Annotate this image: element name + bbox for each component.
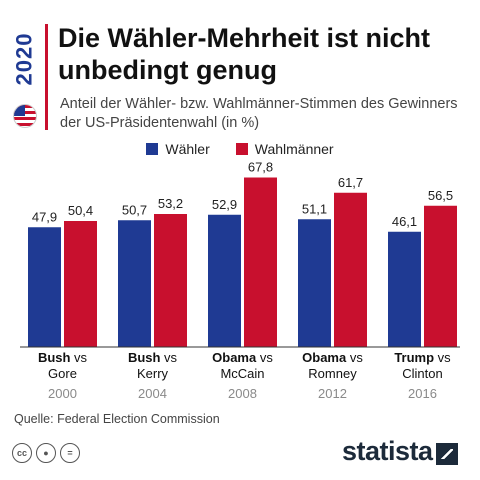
vs-word: vs — [346, 350, 363, 365]
category-label-line1: Obama vs — [212, 350, 273, 365]
vs-word: vs — [70, 350, 87, 365]
year-label: 2004 — [138, 386, 167, 401]
bar-wahlmaenner-2000 — [64, 221, 97, 347]
data-label: 53,2 — [158, 196, 183, 211]
winner-name: Trump — [394, 350, 434, 365]
data-label: 67,8 — [248, 160, 273, 175]
bar-waehler-2008 — [208, 214, 241, 347]
legend: Wähler Wahlmänner — [0, 141, 480, 157]
bar-waehler-2012 — [298, 219, 331, 347]
license-icons: cc ● = — [12, 443, 80, 463]
year-label: 2012 — [318, 386, 347, 401]
loser-name: Clinton — [402, 366, 442, 381]
data-label: 56,5 — [428, 188, 453, 203]
bar-wahlmaenner-2012 — [334, 192, 367, 347]
data-label: 47,9 — [32, 209, 57, 224]
data-label: 46,1 — [392, 214, 417, 229]
year-label: 2016 — [408, 386, 437, 401]
data-label: 50,4 — [68, 203, 93, 218]
loser-name: Romney — [308, 366, 357, 381]
winner-name: Obama — [302, 350, 347, 365]
category-label-line1: Obama vs — [302, 350, 363, 365]
winner-name: Bush — [38, 350, 71, 365]
winner-name: Obama — [212, 350, 257, 365]
vs-word: vs — [256, 350, 273, 365]
side-year-text: 2020 — [11, 32, 37, 86]
statista-logo-icon — [435, 442, 458, 465]
legend-label-waehler: Wähler — [165, 141, 210, 157]
legend-item-wahlmaenner: Wahlmänner — [235, 141, 334, 157]
attribution-icon: ● — [36, 443, 56, 463]
cc-icon: cc — [12, 443, 32, 463]
brand-wordmark: statista — [342, 436, 433, 466]
category-label-line1: Bush vs — [38, 350, 88, 365]
chart-title: Die Wähler-Mehrheit ist nicht unbedingt … — [58, 23, 431, 85]
data-label: 52,9 — [212, 197, 237, 212]
legend-label-wahlmaenner: Wahlmänner — [254, 141, 334, 157]
legend-item-waehler: Wähler — [146, 141, 210, 157]
legend-swatch-wahlmaenner — [235, 143, 248, 155]
category-label-line1: Bush vs — [128, 350, 178, 365]
data-label: 61,7 — [338, 175, 363, 190]
chart-subtitle: Anteil der Wähler- bzw. Wahlmänner-Stimm… — [60, 96, 458, 131]
bar-wahlmaenner-2016 — [424, 205, 457, 347]
statista-logo[interactable]: statista — [342, 436, 458, 467]
bar-wahlmaenner-2004 — [154, 214, 187, 347]
loser-name: Gore — [48, 366, 77, 381]
loser-name: McCain — [220, 366, 264, 381]
side-year-label: 2020 — [9, 24, 39, 94]
bar-wahlmaenner-2008 — [244, 177, 277, 347]
source-note: Quelle: Federal Election Commission — [14, 412, 220, 426]
bar-waehler-2000 — [28, 227, 61, 347]
accent-divider — [45, 24, 48, 130]
us-flag-icon — [13, 104, 37, 128]
legend-swatch-waehler — [146, 143, 159, 155]
vs-word: vs — [434, 350, 451, 365]
year-label: 2000 — [48, 386, 77, 401]
year-label: 2008 — [228, 386, 257, 401]
no-derivatives-icon: = — [60, 443, 80, 463]
loser-name: Kerry — [137, 366, 169, 381]
bar-waehler-2016 — [388, 231, 421, 347]
winner-name: Bush — [128, 350, 161, 365]
data-label: 51,1 — [302, 201, 327, 216]
vs-word: vs — [160, 350, 177, 365]
data-label: 50,7 — [122, 202, 147, 217]
bar-waehler-2004 — [118, 220, 151, 347]
category-label-line1: Trump vs — [394, 350, 451, 365]
